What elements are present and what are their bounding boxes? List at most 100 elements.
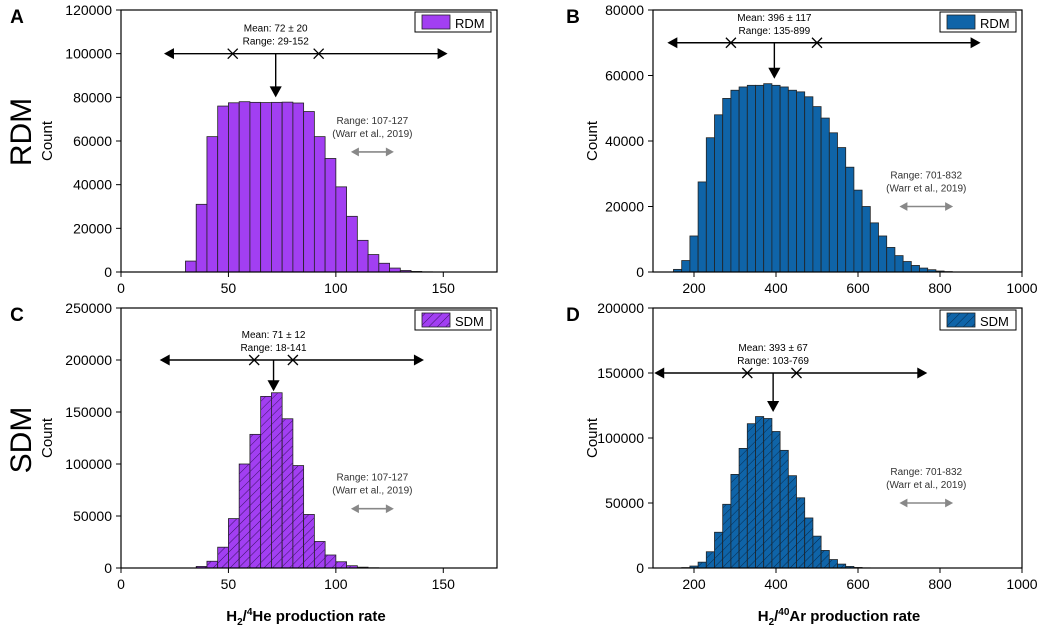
x-tick-label: 800 (928, 576, 952, 592)
range-bracket-left-arrow (654, 367, 665, 379)
sd-marker (811, 37, 823, 49)
y-tick-label: 120000 (65, 2, 112, 18)
histogram-bar (804, 96, 814, 273)
x-tick-label: 400 (764, 280, 788, 296)
x-tick-label: 0 (117, 576, 125, 592)
histogram-bar-hatch (217, 547, 229, 568)
y-tick-label: 0 (104, 560, 112, 576)
histogram-bar (303, 111, 315, 273)
histogram-bar (346, 215, 358, 273)
x-tick-label: 600 (846, 576, 870, 592)
sd-marker (791, 367, 802, 379)
reference-right-arrow (385, 147, 394, 157)
panel-letter: A (10, 7, 24, 28)
histogram-bar-hatch (739, 448, 748, 568)
mean-label: Mean: 393 ± 67 (738, 343, 808, 354)
histogram-bar (378, 262, 390, 273)
range-label: Range: 135-899 (738, 26, 810, 37)
panel-letter: B (566, 7, 580, 28)
legend-swatch (946, 14, 976, 30)
histogram-bar (837, 147, 847, 273)
x-tick-label: 200 (682, 576, 706, 592)
histogram-bar (763, 83, 773, 273)
histogram-bar-hatch (698, 562, 707, 568)
histogram-bar (755, 84, 765, 273)
histogram-bar (910, 265, 920, 273)
histogram-bar (356, 239, 369, 273)
histogram-bar-hatch (780, 450, 789, 568)
range-bracket-left-arrow (667, 37, 678, 49)
histogram-bar-hatch (821, 550, 830, 568)
histogram-bar (845, 166, 855, 273)
histogram-bar (730, 89, 740, 273)
x-tick-label: 800 (928, 280, 952, 296)
y-tick-label: 150000 (65, 404, 112, 420)
histogram-bar (238, 101, 251, 273)
histogram-bar (738, 86, 748, 273)
histogram-bar (324, 158, 337, 273)
y-tick-label: 100000 (65, 46, 112, 62)
histogram-bar (869, 222, 879, 273)
mean-label: Mean: 71 ± 12 (242, 330, 306, 341)
panel-a: 0 20000 40000 60000 80000 100000 120000 0 50 100 1… (10, 2, 498, 296)
mean-arrow-head (767, 401, 780, 412)
histogram-bar (185, 260, 197, 273)
panel-b: 0 20000 40000 60000 80000 200 400 600 800 1000 B Co… (566, 2, 1038, 296)
y-tick-label: 60000 (605, 68, 644, 84)
legend-label: SDM (455, 314, 484, 329)
histogram-bar (894, 255, 904, 273)
range-label: Range: 29-152 (243, 37, 310, 48)
sd-marker (248, 354, 260, 366)
histogram-bar-hatch (314, 541, 326, 568)
histogram-bar-hatch (796, 497, 805, 568)
range-label: Range: 103-769 (737, 356, 809, 367)
legend-label: RDM (455, 16, 485, 31)
histogram-bar (697, 181, 707, 273)
histogram-bar-hatch (346, 565, 358, 568)
x-tick-label: 100 (324, 280, 348, 296)
legend-swatch-hatch (947, 313, 975, 327)
x-tick-label: 1000 (1006, 280, 1037, 296)
range-label: Range: 18-141 (240, 343, 307, 354)
plot-frame (120, 307, 498, 569)
y-tick-label: 20000 (73, 220, 112, 236)
sd-marker (725, 37, 737, 49)
histogram-bar-hatch (747, 423, 756, 568)
y-axis-label: Count (584, 417, 601, 458)
histogram-bar (787, 89, 797, 273)
panel-d: 0 50000 100000 150000 200000 200 400 600 800 1000… (566, 300, 1038, 592)
reference-right-arrow (945, 498, 954, 508)
histogram-bar (195, 203, 208, 273)
panel-letter: C (10, 305, 24, 326)
range-bracket-left-arrow (163, 48, 174, 60)
y-tick-label: 80000 (605, 2, 644, 18)
y-tick-label: 20000 (605, 199, 644, 215)
x-tick-label: 0 (117, 280, 125, 296)
y-tick-label: 0 (636, 264, 644, 280)
range-bracket-right-arrow (413, 354, 424, 366)
y-axis-label: Count (39, 120, 56, 161)
x-axis-title-he: H2/4He production rate (226, 607, 386, 628)
sd-marker (313, 48, 325, 60)
histogram-bar-hatch (689, 566, 699, 568)
reference-right-arrow (945, 202, 954, 211)
range-bracket-right-arrow (917, 367, 928, 379)
x-tick-label: 150 (432, 576, 456, 592)
histogram-bar (367, 254, 380, 273)
histogram-bar (853, 189, 863, 273)
y-tick-label: 100000 (65, 456, 112, 472)
mean-arrow-head (269, 86, 282, 98)
histogram-bar-hatch (196, 566, 207, 568)
x-tick-label: 100 (324, 576, 348, 592)
y-axis-label: Count (39, 417, 56, 458)
reference-range-label: Range: 107-127 (337, 116, 409, 127)
row-label-rdm: RDM (5, 98, 38, 166)
reference-citation-label: (Warr et al., 2019) (886, 480, 966, 491)
y-tick-label: 40000 (73, 177, 112, 193)
reference-left-arrow (899, 498, 908, 508)
panel-letter: D (566, 305, 580, 326)
histogram-bar (746, 84, 756, 273)
reference-citation-label: (Warr et al., 2019) (332, 486, 412, 497)
histogram-bar-hatch (706, 551, 715, 568)
